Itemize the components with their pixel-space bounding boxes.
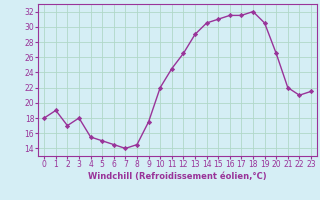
X-axis label: Windchill (Refroidissement éolien,°C): Windchill (Refroidissement éolien,°C)	[88, 172, 267, 181]
